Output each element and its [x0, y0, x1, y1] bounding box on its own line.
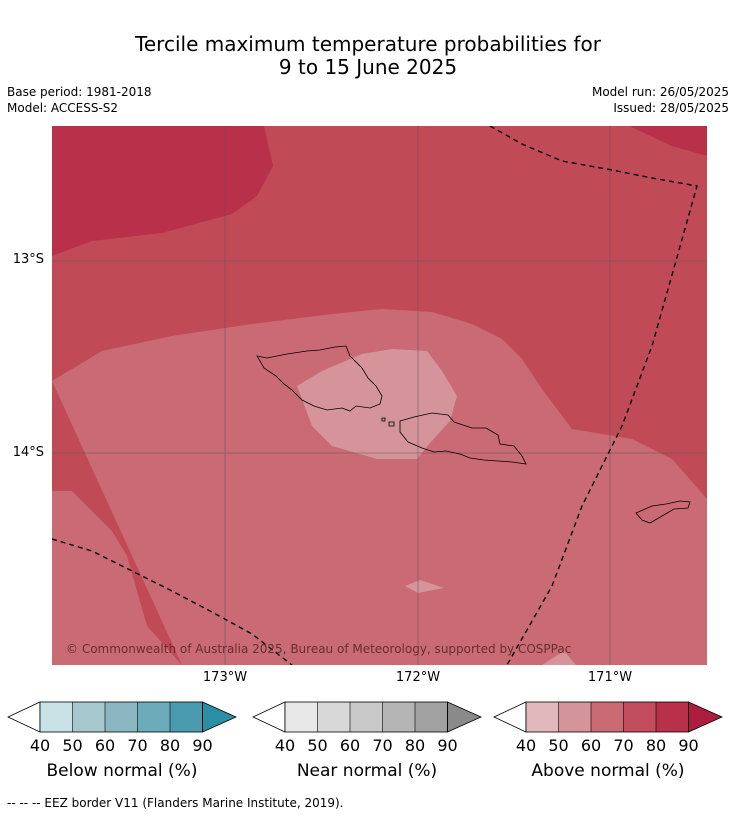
tutuila-island	[635, 500, 691, 524]
tick-label: 70	[127, 736, 148, 755]
near-normal-high-extend	[447, 701, 482, 733]
tick-label: 60	[94, 736, 116, 755]
below-normal-bin-70-80	[137, 702, 170, 732]
below-normal-bin-60-70	[105, 702, 138, 732]
above-normal-bin-50-60	[558, 702, 591, 732]
near-normal-title: Near normal (%)	[296, 761, 438, 781]
title-line-1: Tercile maximum temperature probabilitie…	[135, 32, 601, 56]
tick-label: 50	[307, 736, 328, 755]
copyright-notice: © Commonwealth of Australia 2025, Bureau…	[66, 642, 571, 656]
below-normal-bin-40-50	[40, 702, 73, 732]
below-normal-bins	[40, 702, 203, 732]
tick-label: 40	[515, 736, 537, 755]
region-above-80-90-northeast	[629, 126, 707, 156]
near-normal-colorbar	[252, 701, 482, 733]
near-normal-bin-70-80	[382, 702, 415, 732]
lon-label-173w: 173°W	[202, 670, 248, 685]
tick-label: 50	[548, 736, 569, 755]
issued-date: Issued: 28/05/2025	[613, 101, 729, 115]
eez-footnote: -- -- -- EEZ border V11 (Flanders Marine…	[7, 796, 344, 810]
below-normal-title: Below normal (%)	[46, 761, 198, 781]
model-name: Model: ACCESS-S2	[7, 101, 119, 115]
model-run: Model run: 26/05/2025	[591, 85, 729, 99]
near-normal-bins	[285, 702, 448, 732]
graticule	[52, 126, 707, 665]
small-islets	[381, 417, 395, 427]
savaii-island	[256, 345, 383, 412]
tick-label: 80	[404, 736, 426, 755]
tick-label: 60	[339, 736, 361, 755]
above-normal-colorbar	[493, 701, 723, 733]
tick-label: 80	[645, 736, 667, 755]
tick-label: 40	[29, 736, 51, 755]
below-normal-colorbar	[7, 701, 237, 733]
forecast-map: © Commonwealth of Australia 2025, Bureau…	[52, 126, 707, 665]
upolu-island	[399, 412, 527, 465]
region-above-60-70	[52, 309, 707, 665]
above-normal-title: Above normal (%)	[531, 761, 685, 781]
tick-label: 70	[372, 736, 393, 755]
eez-border-east	[489, 126, 698, 665]
tick-label: 90	[192, 736, 213, 755]
near-normal-bin-50-60	[317, 702, 350, 732]
tick-label: 70	[613, 736, 634, 755]
region-above-50-60-small	[405, 580, 444, 593]
below-normal-high-extend	[202, 701, 237, 733]
tick-label: 60	[580, 736, 602, 755]
tick-label: 80	[159, 736, 181, 755]
region-above-50-60-south	[542, 651, 576, 665]
above-normal-bin-70-80	[623, 702, 656, 732]
tick-label: 90	[437, 736, 458, 755]
lat-label-13s: 13°S	[12, 252, 44, 267]
lon-label-171w: 171°W	[587, 670, 633, 685]
above-normal-bin-60-70	[591, 702, 624, 732]
lat-label-14s: 14°S	[12, 445, 44, 460]
above-normal-bin-80-90	[656, 702, 689, 732]
below-normal-low-extend	[7, 701, 41, 733]
region-above-80-90-northwest	[52, 126, 273, 256]
base-period: Base period: 1981-2018	[7, 85, 152, 99]
tick-label: 90	[678, 736, 699, 755]
above-normal-low-extend	[493, 701, 527, 733]
below-normal-bin-50-60	[72, 702, 105, 732]
lon-label-172w: 172°W	[395, 670, 441, 685]
above-normal-bins	[526, 702, 689, 732]
region-above-50-60-central	[297, 349, 457, 459]
tick-label: 40	[274, 736, 296, 755]
above-normal-bin-40-50	[526, 702, 559, 732]
below-normal-bin-80-90	[170, 702, 203, 732]
title-line-2: 9 to 15 June 2025	[278, 55, 458, 79]
tick-label: 50	[62, 736, 83, 755]
near-normal-bin-60-70	[350, 702, 383, 732]
near-normal-bin-80-90	[415, 702, 448, 732]
near-normal-bin-40-50	[285, 702, 318, 732]
near-normal-low-extend	[252, 701, 286, 733]
above-normal-high-extend	[688, 701, 723, 733]
